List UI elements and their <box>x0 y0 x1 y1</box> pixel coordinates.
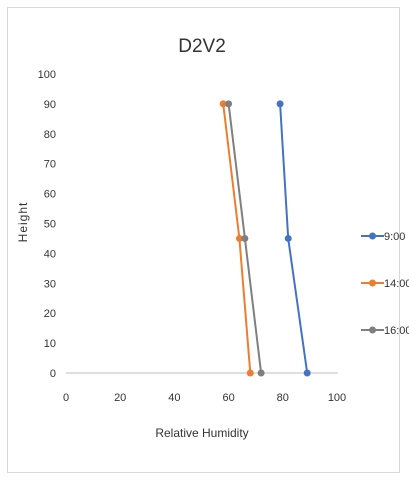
y-tick-label: 0 <box>50 368 56 380</box>
data-point <box>303 369 311 377</box>
legend-marker <box>369 326 376 334</box>
chart-title: D2V2 <box>178 36 226 57</box>
data-point <box>219 100 227 108</box>
y-tick-label: 80 <box>44 129 56 141</box>
y-tick-label: 20 <box>44 308 56 320</box>
y-tick-label: 50 <box>44 219 56 231</box>
y-tick-label: 60 <box>44 189 56 201</box>
y-tick-label: 30 <box>44 278 56 290</box>
legend: 9:00 14:00 16:00 <box>361 231 409 337</box>
data-point <box>246 369 254 377</box>
y-tick-label: 10 <box>44 338 56 350</box>
series-group <box>219 100 311 377</box>
data-point <box>225 100 233 108</box>
data-point <box>257 369 265 377</box>
x-tick-label: 100 <box>328 392 346 404</box>
x-tick-label: 20 <box>114 392 126 404</box>
x-tick-label: 60 <box>222 392 234 404</box>
data-point <box>235 234 243 242</box>
legend-label: 9:00 <box>384 231 405 243</box>
y-tick-label: 40 <box>44 248 56 260</box>
x-axis-label: Relative Humidity <box>155 426 248 440</box>
legend-label: 16:00 <box>384 325 409 337</box>
y-tick-label: 100 <box>38 69 56 81</box>
legend-marker <box>369 279 376 287</box>
chart-frame <box>7 7 400 473</box>
data-point <box>241 234 249 242</box>
x-axis-ticks: 0 20 40 60 80 100 <box>63 392 346 404</box>
y-tick-label: 90 <box>44 99 56 111</box>
y-axis-label: Height <box>16 202 30 243</box>
x-tick-label: 80 <box>277 392 289 404</box>
y-axis-ticks: 0 10 20 30 40 50 60 70 80 90 100 <box>38 69 56 380</box>
x-tick-label: 0 <box>63 392 69 404</box>
legend-label: 14:00 <box>384 278 409 290</box>
x-tick-label: 40 <box>168 392 180 404</box>
data-point <box>276 100 284 108</box>
legend-marker <box>369 232 376 240</box>
data-point <box>284 234 292 242</box>
series-line-9:00 <box>279 103 309 374</box>
y-tick-label: 70 <box>44 159 56 171</box>
